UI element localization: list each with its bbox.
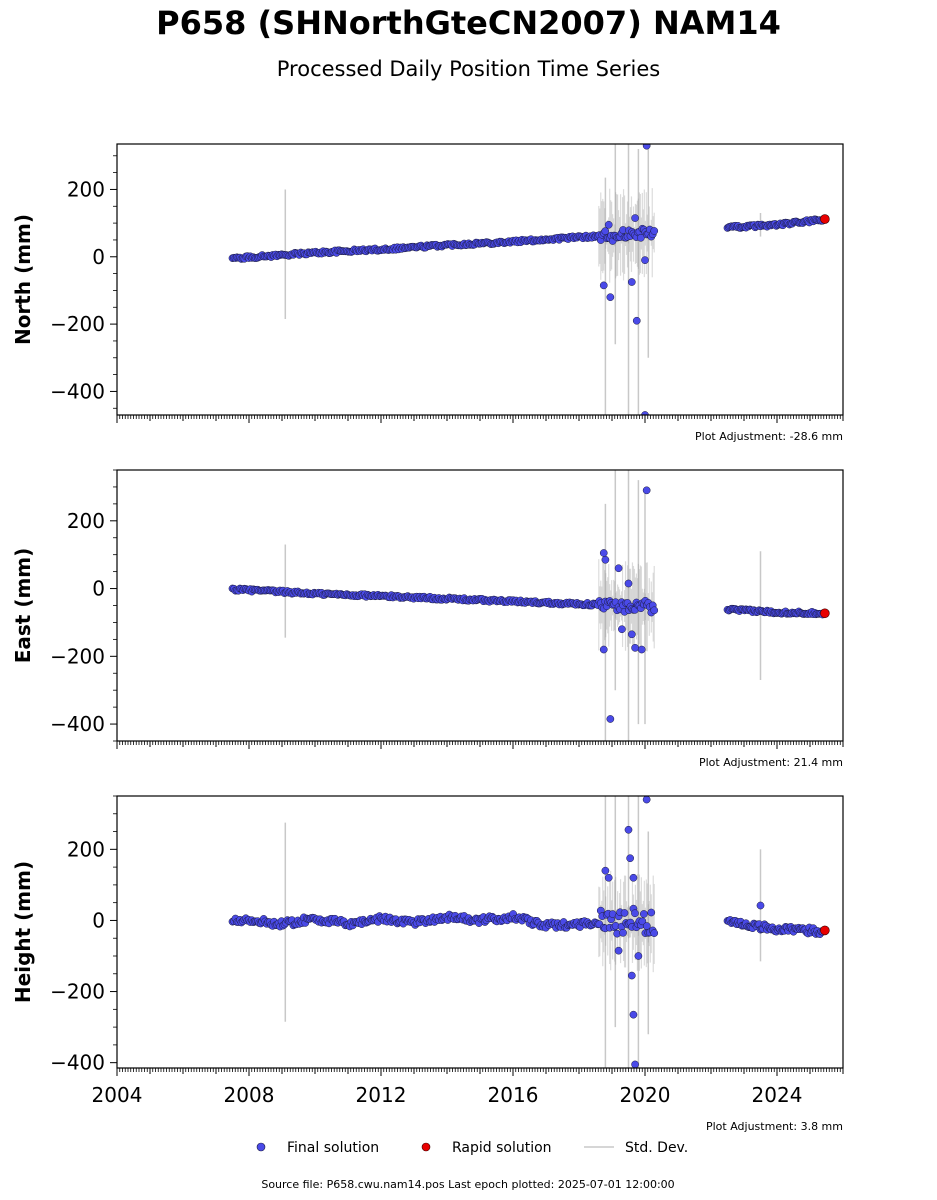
chart-subtitle: Processed Daily Position Time Series: [276, 57, 661, 81]
final-solution-point: [650, 929, 659, 937]
x-tick-label: 2004: [92, 1083, 143, 1107]
final-solution-point: [599, 281, 608, 290]
legend-rapid-label: Rapid solution: [452, 1140, 552, 1156]
final-solution-point: [634, 952, 643, 960]
legend-std-label: Std. Dev.: [625, 1140, 688, 1156]
panel-2: −400 −200 0 200 Height (mm) 2004 2008 2012 2016 2…: [11, 795, 844, 1133]
final-solution-point: [618, 625, 626, 634]
panel-data: [228, 144, 830, 415]
legend-final-marker: [256, 1142, 266, 1152]
final-solution-point: [624, 825, 633, 834]
x-tick-label: 2016: [488, 1083, 539, 1107]
plot-adjustment: Plot Adjustment: 3.8 mm: [706, 1120, 843, 1133]
y-tick-label: −200: [50, 644, 105, 668]
final-solution-point: [642, 796, 651, 804]
y-tick-label: −200: [50, 980, 105, 1004]
final-solution-point: [639, 910, 648, 918]
chart-title: P658 (SHNorthGteCN2007) NAM14: [156, 4, 781, 42]
final-solution-point: [619, 928, 627, 937]
final-solution-point: [631, 909, 639, 918]
final-solution-point: [632, 316, 641, 325]
x-tick-label: 2020: [620, 1083, 671, 1107]
final-solution-point: [650, 227, 659, 235]
panels: −400 −200 0 200 North (mm) Plot Adjustment: -…: [11, 143, 844, 1133]
panel-data: [228, 470, 830, 741]
final-solution-point: [601, 866, 610, 875]
final-solution-point: [642, 486, 651, 495]
final-solution-point: [631, 214, 639, 222]
y-tick-label: 0: [92, 245, 105, 269]
panel-frame: [116, 795, 844, 1069]
y-axis-label: North (mm): [11, 214, 35, 345]
plot-adjustment: Plot Adjustment: 21.4 mm: [699, 756, 843, 769]
final-solution-point: [627, 971, 636, 980]
y-tick-label: 200: [67, 837, 105, 861]
final-solution-point: [756, 901, 765, 910]
y-axis-label: Height (mm): [11, 861, 35, 1003]
final-solution-point: [647, 908, 656, 917]
panel-1: −400 −200 0 200 East (mm) Plot Adjustment: 21…: [11, 469, 844, 769]
final-solution-point: [604, 220, 613, 229]
y-tick-label: 200: [67, 509, 105, 533]
final-solution-point: [637, 645, 646, 654]
legend-final-label: Final solution: [287, 1140, 379, 1156]
final-solution-point: [606, 293, 615, 302]
final-solution-point: [606, 715, 615, 723]
rapid-solution-point: [820, 925, 830, 936]
final-solution-point: [631, 1060, 639, 1068]
final-solution-point: [642, 922, 651, 930]
y-tick-label: −200: [50, 312, 105, 336]
x-tick-label: 2024: [752, 1083, 803, 1107]
final-solution-point: [629, 1010, 638, 1019]
final-solution-point: [599, 645, 608, 654]
legend-rapid-marker: [421, 1142, 431, 1152]
rapid-solution-point: [820, 214, 830, 224]
y-tick-label: 200: [67, 177, 105, 201]
plot-adjustment: Plot Adjustment: -28.6 mm: [695, 430, 843, 443]
y-tick-label: 0: [92, 908, 105, 932]
final-solution-point: [624, 579, 633, 588]
panel-frame: [116, 143, 844, 416]
final-solution-point: [642, 144, 651, 150]
footer-source: Source file: P658.cwu.nam14.pos Last epo…: [261, 1178, 674, 1191]
x-tick-label: 2008: [224, 1083, 275, 1107]
final-solution-point: [614, 946, 623, 955]
panel-0: −400 −200 0 200 North (mm) Plot Adjustment: -…: [11, 143, 844, 443]
final-solution-point: [604, 873, 613, 882]
final-solution-point: [641, 256, 649, 264]
final-solution-point: [638, 917, 647, 926]
final-solution-point: [601, 227, 610, 235]
final-solution-point: [627, 630, 636, 639]
y-tick-label: 0: [92, 577, 105, 601]
final-solution-point: [626, 854, 635, 863]
y-axis-label: East (mm): [11, 548, 35, 664]
final-solution-point: [629, 873, 638, 882]
final-solution-point: [601, 555, 610, 564]
y-tick-label: −400: [50, 1051, 105, 1075]
final-solution-point: [650, 606, 659, 615]
panel-data: [228, 796, 830, 1068]
legend: Final solution Rapid solution Std. Dev.: [256, 1140, 688, 1156]
y-tick-label: −400: [50, 379, 105, 403]
final-solution-point: [620, 909, 629, 917]
final-solution-point: [614, 564, 623, 573]
final-solution-point: [637, 233, 645, 242]
final-solution-point: [631, 643, 639, 652]
final-solution-point: [599, 549, 608, 557]
x-tick-label: 2012: [356, 1083, 407, 1107]
final-solution-point: [627, 278, 636, 286]
rapid-solution-point: [820, 608, 830, 619]
y-tick-label: −400: [50, 712, 105, 736]
